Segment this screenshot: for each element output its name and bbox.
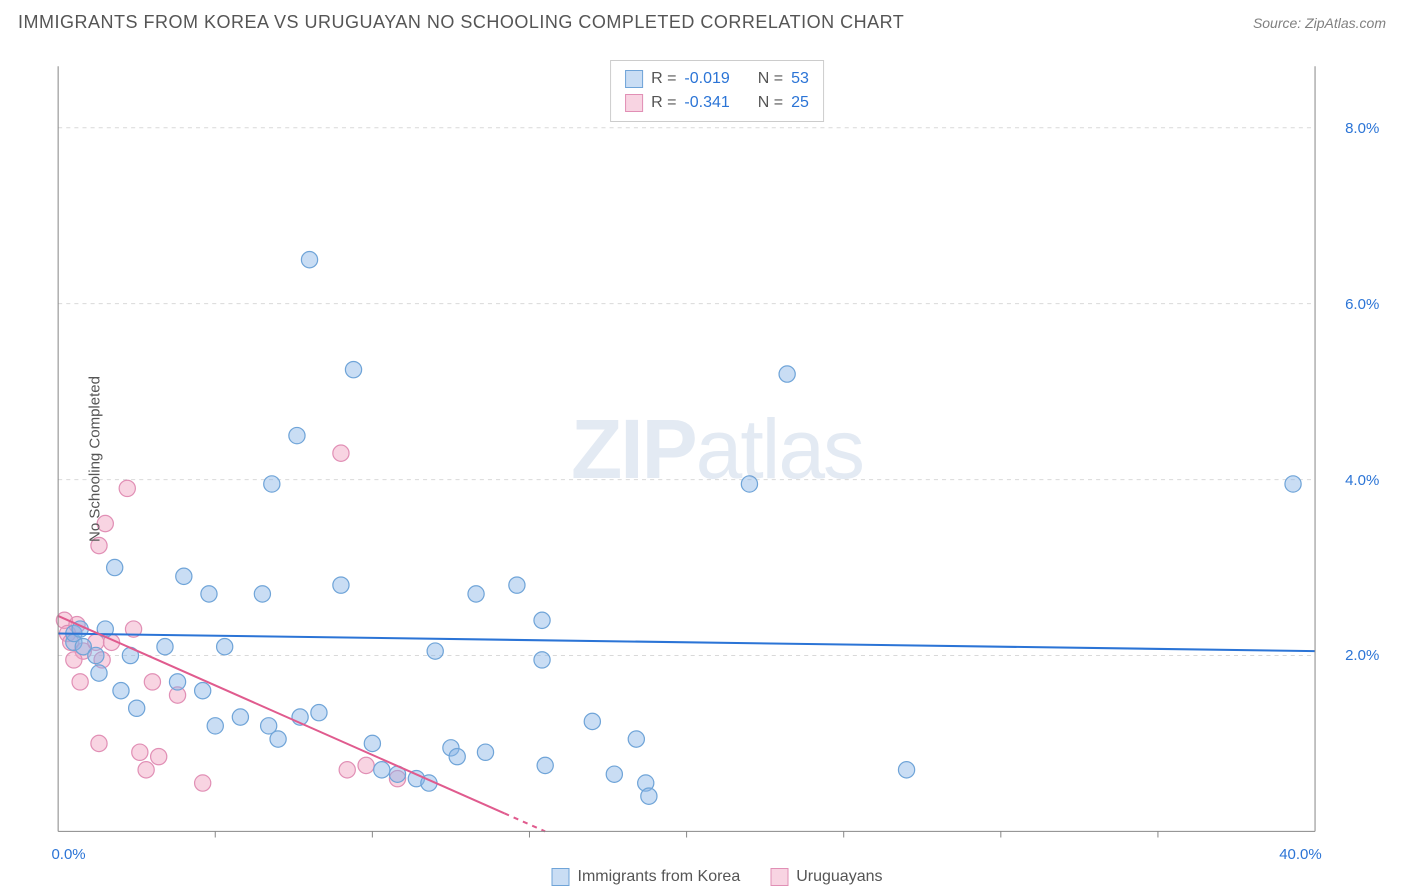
legend-n-label: N = <box>758 67 783 91</box>
chart-source: Source: ZipAtlas.com <box>1253 15 1386 31</box>
legend-r-label: R = <box>651 91 676 115</box>
legend-n-value-korea: 53 <box>791 67 809 91</box>
chart-area: No Schooling Completed ZIPatlas R = -0.0… <box>48 56 1386 862</box>
legend-n-label: N = <box>758 91 783 115</box>
axis-tick-label: 4.0% <box>1345 472 1379 489</box>
swatch-uruguay <box>625 94 643 112</box>
swatch-uruguay <box>770 868 788 886</box>
swatch-korea <box>552 868 570 886</box>
legend-n-value-uruguay: 25 <box>791 91 809 115</box>
legend-r-label: R = <box>651 67 676 91</box>
axis-tick-label: 6.0% <box>1345 296 1379 313</box>
series-legend: Immigrants from Korea Uruguayans <box>552 868 883 886</box>
chart-title: IMMIGRANTS FROM KOREA VS URUGUAYAN NO SC… <box>18 12 904 33</box>
legend-r-value-uruguay: -0.341 <box>684 91 729 115</box>
legend-row-uruguay: R = -0.341 N = 25 <box>625 91 809 115</box>
correlation-legend: R = -0.019 N = 53 R = -0.341 N = 25 <box>610 60 824 122</box>
swatch-korea <box>625 70 643 88</box>
legend-row-korea: R = -0.019 N = 53 <box>625 67 809 91</box>
legend-item-korea: Immigrants from Korea <box>552 868 741 886</box>
legend-r-value-korea: -0.019 <box>684 67 729 91</box>
axis-tick-label: 0.0% <box>51 846 85 863</box>
legend-label-korea: Immigrants from Korea <box>578 868 741 886</box>
legend-item-uruguay: Uruguayans <box>770 868 882 886</box>
y-axis-label: No Schooling Completed <box>86 376 103 542</box>
legend-label-uruguay: Uruguayans <box>796 868 882 886</box>
axis-tick-label: 8.0% <box>1345 120 1379 137</box>
axis-tick-label: 40.0% <box>1279 846 1322 863</box>
axis-tick-label: 2.0% <box>1345 647 1379 664</box>
scatter-plot <box>48 56 1386 862</box>
